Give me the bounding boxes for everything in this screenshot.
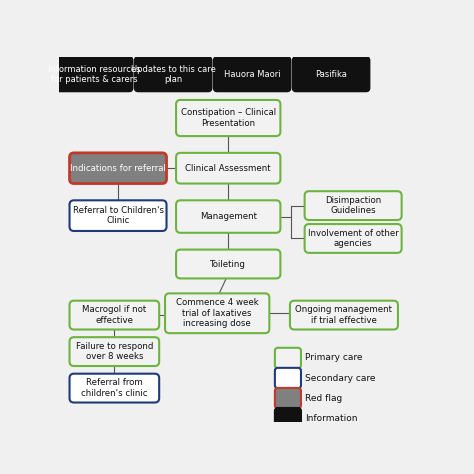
Text: Clinical Assessment: Clinical Assessment [185,164,271,173]
FancyBboxPatch shape [213,56,292,92]
Text: Information: Information [305,414,357,423]
Text: Hauora Maori: Hauora Maori [224,70,281,79]
FancyBboxPatch shape [70,337,159,366]
FancyBboxPatch shape [165,293,269,333]
Text: Ongoing management
if trial effective: Ongoing management if trial effective [295,305,392,325]
FancyBboxPatch shape [292,56,370,92]
FancyBboxPatch shape [290,301,398,329]
Text: Updates to this care
plan: Updates to this care plan [131,64,216,84]
FancyBboxPatch shape [70,201,166,231]
Text: Pasifika: Pasifika [315,70,347,79]
FancyBboxPatch shape [70,153,166,183]
FancyBboxPatch shape [176,153,281,183]
FancyBboxPatch shape [176,250,281,278]
FancyBboxPatch shape [55,56,134,92]
Text: Failure to respond
over 8 weeks: Failure to respond over 8 weeks [76,342,153,361]
Text: Red flag: Red flag [305,393,342,402]
Text: Primary care: Primary care [305,354,362,363]
Text: Information resources
for patients & carers: Information resources for patients & car… [48,64,140,84]
Text: Macrogol if not
effective: Macrogol if not effective [82,305,146,325]
FancyBboxPatch shape [305,191,401,220]
Text: Disimpaction
Guidelines: Disimpaction Guidelines [325,196,381,215]
Text: Referral from
children's clinic: Referral from children's clinic [81,378,147,398]
FancyBboxPatch shape [275,348,301,368]
Text: Toileting: Toileting [210,259,246,268]
FancyBboxPatch shape [275,368,301,388]
FancyBboxPatch shape [70,301,159,329]
Text: Indications for referral: Indications for referral [70,164,166,173]
Text: Involvement of other
agencies: Involvement of other agencies [308,229,399,248]
FancyBboxPatch shape [305,224,401,253]
FancyBboxPatch shape [176,201,281,233]
FancyBboxPatch shape [70,374,159,402]
Text: Constipation – Clinical
Presentation: Constipation – Clinical Presentation [181,109,276,128]
Text: Secondary care: Secondary care [305,374,375,383]
Text: Commence 4 week
trial of laxatives
increasing dose: Commence 4 week trial of laxatives incre… [176,298,259,328]
FancyBboxPatch shape [176,100,281,136]
FancyBboxPatch shape [275,388,301,409]
FancyBboxPatch shape [134,56,212,92]
Text: Management: Management [200,212,257,221]
FancyBboxPatch shape [275,408,301,428]
Text: Referral to Children's
Clinic: Referral to Children's Clinic [73,206,164,225]
